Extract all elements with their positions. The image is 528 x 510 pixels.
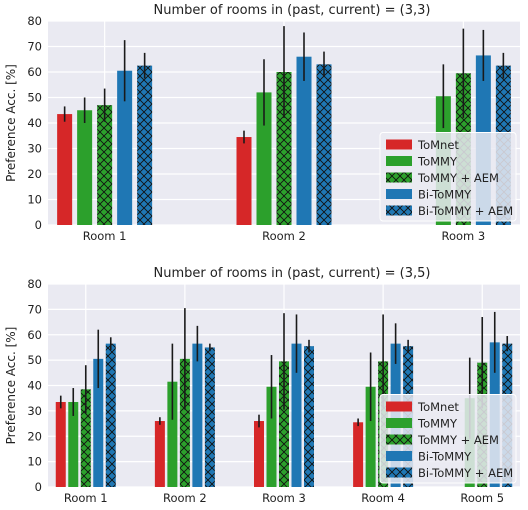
- legend-swatch: [386, 172, 412, 183]
- bar: [167, 381, 178, 487]
- y-tick-label: 20: [27, 167, 42, 181]
- bar: [316, 64, 332, 225]
- bar: [105, 343, 116, 487]
- legend-entry: Bi-ToMMY: [418, 450, 472, 464]
- bar: [117, 70, 133, 225]
- legend-entry: Bi-ToMMY: [418, 188, 472, 202]
- x-tick-labels: Room 1 Room 2 Room 3: [83, 229, 485, 243]
- legend-entry: Bi-ToMMY + AEM: [418, 204, 513, 218]
- legend-swatch: [386, 139, 412, 150]
- legend-swatch: [386, 467, 412, 478]
- legend: ToMnet ToMMY ToMMY + AEM Bi-ToMMY Bi-ToMMY +…: [379, 132, 517, 222]
- bar: [55, 401, 66, 487]
- x-tick-label: Room 1: [64, 491, 108, 505]
- y-tick-label: 60: [27, 65, 42, 79]
- legend-entry: ToMMY: [417, 155, 458, 169]
- bar: [256, 92, 272, 226]
- x-tick-labels: Room 1 Room 2 Room 3 Room 4 Room 5: [64, 491, 504, 505]
- bar: [80, 389, 91, 487]
- error-bars: [63, 26, 505, 144]
- x-tick-label: Room 4: [361, 491, 405, 505]
- legend-box: [379, 132, 517, 222]
- bar: [97, 105, 113, 225]
- bar: [254, 421, 264, 487]
- legend-entry: Bi-ToMMY + AEM: [418, 466, 513, 480]
- legend-swatch: [386, 205, 412, 216]
- bar: [57, 114, 73, 225]
- bar: [291, 343, 302, 487]
- x-tick-label: Room 2: [163, 491, 207, 505]
- bar: [93, 358, 104, 487]
- chart-title: Number of rooms in (past, current) = (3,…: [154, 3, 431, 18]
- y-tick-label: 40: [27, 116, 42, 130]
- bar: [204, 347, 215, 487]
- bar: [236, 137, 252, 225]
- y-tick-label: 80: [27, 14, 42, 28]
- chart-panel-top: 0 10 20 30 40 50 60 70 80 Room 1 Room 2 Room 3 Num…: [4, 3, 520, 243]
- y-tick-label: 10: [27, 455, 42, 469]
- bar: [365, 386, 376, 487]
- y-tick-label: 50: [27, 353, 42, 367]
- legend-entry: ToMMY + AEM: [417, 433, 499, 447]
- y-tick-label: 30: [27, 142, 42, 156]
- legend-entry: ToMnet: [417, 400, 459, 414]
- bar: [77, 110, 93, 225]
- y-tick-label: 80: [27, 277, 42, 291]
- bar: [192, 343, 203, 487]
- x-tick-label: Room 3: [262, 491, 306, 505]
- x-tick-label: Room 3: [441, 229, 485, 243]
- y-tick-label: 0: [35, 218, 42, 232]
- y-tick-label: 60: [27, 328, 42, 342]
- y-tick-label: 70: [27, 40, 42, 54]
- bar: [304, 346, 314, 487]
- y-tick-labels: 0 10 20 30 40 50 60 70 80: [27, 277, 42, 494]
- x-tick-label: Room 5: [460, 491, 504, 505]
- y-tick-label: 30: [27, 404, 42, 418]
- legend-swatch: [386, 434, 412, 445]
- legend-entry: ToMMY: [417, 417, 458, 431]
- bar: [68, 401, 79, 487]
- bar: [276, 72, 292, 225]
- chart-title: Number of rooms in (past, current) = (3,…: [154, 266, 431, 281]
- legend-swatch: [386, 418, 412, 428]
- bar: [266, 386, 277, 487]
- y-tick-label: 50: [27, 91, 42, 105]
- bar: [279, 361, 289, 487]
- bar: [154, 421, 165, 487]
- legend: ToMnet ToMMY ToMMY + AEM Bi-ToMMY Bi-ToMMY +…: [379, 394, 517, 484]
- y-tick-label: 0: [35, 480, 42, 494]
- bar: [137, 65, 153, 225]
- legend-entry: ToMMY + AEM: [417, 171, 499, 185]
- y-axis-label: Preference Acc. [%]: [4, 327, 18, 445]
- bar: [353, 422, 364, 487]
- legend-swatch: [386, 156, 412, 166]
- bar: [296, 56, 312, 226]
- y-tick-label: 40: [27, 379, 42, 393]
- legend-swatch: [386, 189, 412, 199]
- legend-entry: ToMnet: [417, 138, 459, 152]
- legend-swatch: [386, 401, 412, 412]
- y-tick-labels: 0 10 20 30 40 50 60 70 80: [27, 14, 42, 232]
- y-axis-label: Preference Acc. [%]: [4, 64, 18, 182]
- bar: [179, 358, 190, 487]
- y-tick-label: 70: [27, 302, 42, 316]
- legend-box: [379, 394, 517, 484]
- legend-swatch: [386, 451, 412, 461]
- x-tick-label: Room 2: [262, 229, 306, 243]
- x-tick-label: Room 1: [83, 229, 127, 243]
- y-tick-label: 10: [27, 193, 42, 207]
- y-tick-label: 20: [27, 429, 42, 443]
